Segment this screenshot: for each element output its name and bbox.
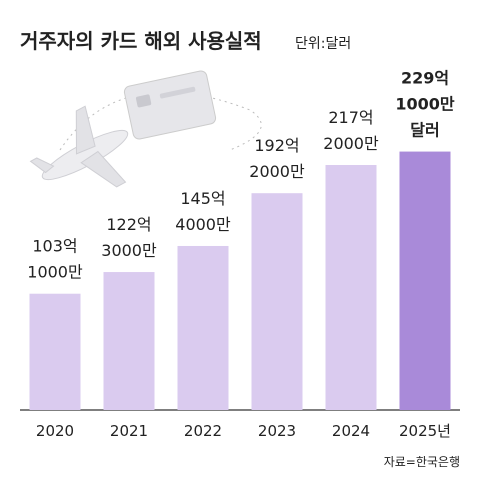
x-tick-label: 2021 — [110, 422, 148, 440]
value-label: 217억 2000만 — [323, 108, 379, 153]
chart-subtitle: 단위:달러 — [295, 36, 351, 52]
x-tick-label: 2022 — [184, 422, 222, 440]
x-tick-label: 2020 — [36, 422, 74, 440]
source: 자료=한국은행 — [384, 454, 460, 469]
bar — [103, 272, 155, 410]
x-tick-label: 2025년 — [399, 422, 451, 440]
bar — [325, 164, 377, 410]
bar — [399, 151, 451, 410]
value-label: 122억 3000만 — [101, 215, 157, 260]
illustration — [29, 70, 262, 188]
value-label: 192억 2000만 — [249, 136, 305, 181]
x-tick-label: 2023 — [258, 422, 296, 440]
bar — [177, 245, 229, 410]
plane-icon — [29, 105, 129, 188]
value-label: 229억 1000만 달러 — [395, 69, 455, 140]
value-label: 145억 4000만 — [175, 189, 231, 234]
bar — [29, 293, 81, 410]
bar — [251, 193, 303, 410]
value-label: 103억 1000만 — [27, 237, 83, 282]
x-tick-label: 2024 — [332, 422, 370, 440]
flight-path — [59, 91, 262, 151]
card-icon — [123, 70, 217, 140]
chart-title: 거주자의 카드 해외 사용실적 — [20, 29, 262, 53]
